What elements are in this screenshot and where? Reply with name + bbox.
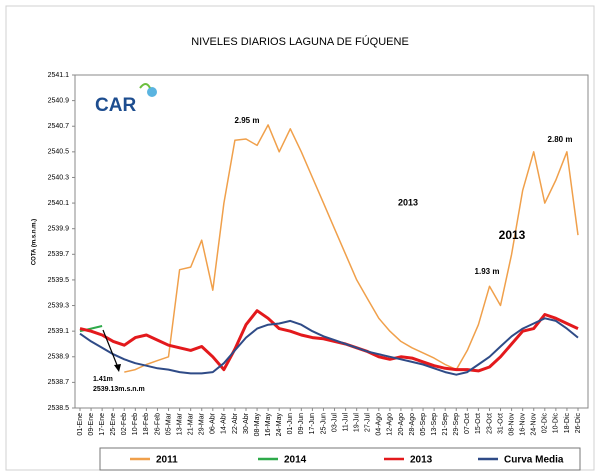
x-tick-label: 29-Sep bbox=[453, 413, 460, 436]
y-tick-label: 2538.9 bbox=[48, 354, 70, 361]
x-tick-label: 11-Jul bbox=[342, 413, 349, 432]
y-tick-label: 2540.3 bbox=[48, 174, 70, 181]
x-tick-label: 25-Jun bbox=[320, 413, 327, 435]
logo: CAR bbox=[95, 83, 157, 116]
x-tick-label: 18-Dic bbox=[564, 413, 571, 434]
x-tick-label: 25-Ene bbox=[110, 413, 117, 436]
x-tick-label: 02-Feb bbox=[121, 413, 128, 435]
legend-box bbox=[99, 447, 581, 471]
x-tick-label: 13-Sep bbox=[431, 413, 438, 436]
x-tick-label: 08-May bbox=[254, 413, 261, 437]
chart-title: NIVELES DIARIOS LAGUNA DE FÚQUENE bbox=[191, 35, 409, 48]
arrow-head bbox=[114, 364, 121, 372]
x-tick-label: 09-Ene bbox=[88, 413, 95, 436]
annotation: 2.80 m bbox=[548, 135, 573, 144]
logo-drop bbox=[147, 87, 157, 97]
x-tick-label: 06-Abr bbox=[210, 412, 217, 434]
x-tick-label: 26-Feb bbox=[154, 413, 161, 435]
x-tick-label: 07-Oct bbox=[464, 413, 471, 434]
x-tick-label: 26-Dic bbox=[575, 413, 582, 434]
x-tick-label: 10-Dic bbox=[553, 413, 560, 434]
y-axis-label: COTA (m.s.n.m.) bbox=[32, 219, 38, 265]
x-tick-label: 17-Jun bbox=[309, 413, 316, 435]
x-tick-label: 13-Mar bbox=[176, 412, 183, 435]
legend-label: 2011 bbox=[156, 455, 178, 466]
y-tick-label: 2539.9 bbox=[48, 226, 70, 233]
logo-leaf bbox=[139, 83, 151, 89]
annotation: 2013 bbox=[499, 228, 526, 242]
x-tick-label: 12-Ago bbox=[387, 413, 394, 436]
x-tick-label: 17-Ene bbox=[99, 413, 106, 436]
legend-label: Curva Media bbox=[504, 455, 564, 466]
x-tick-label: 31-Oct bbox=[497, 413, 504, 434]
series-line bbox=[79, 309, 579, 373]
x-tick-label: 14-Abr bbox=[221, 412, 228, 434]
annotation: 1.41m bbox=[93, 376, 113, 383]
x-tick-label: 09-Jun bbox=[298, 413, 305, 435]
y-tick-label: 2540.7 bbox=[48, 123, 70, 130]
y-tick-label: 2539.3 bbox=[48, 302, 70, 309]
annotation: 1.93 m bbox=[475, 267, 500, 276]
x-tick-label: 19-Jul bbox=[354, 413, 361, 433]
x-tick-label: 16-May bbox=[265, 413, 272, 437]
annotation: 2.95 m bbox=[235, 116, 260, 125]
x-tick-label: 24-May bbox=[276, 413, 283, 437]
x-tick-label: 27-Jul bbox=[365, 413, 372, 433]
x-tick-label: 21-Sep bbox=[442, 413, 449, 436]
x-tick-label: 04-Ago bbox=[376, 413, 383, 436]
series-line bbox=[79, 317, 579, 376]
y-tick-label: 2539.1 bbox=[48, 328, 70, 335]
x-tick-label: 29-Mar bbox=[199, 412, 206, 435]
x-tick-label: 08-Nov bbox=[508, 413, 515, 436]
y-tick-label: 2540.1 bbox=[48, 200, 70, 207]
x-tick-label: 28-Ago bbox=[409, 413, 416, 436]
x-tick-label: 03-Jul bbox=[331, 413, 338, 433]
x-tick-label: 15-Oct bbox=[475, 413, 482, 434]
x-tick-label: 10-Feb bbox=[132, 413, 139, 435]
y-tick-label: 2538.7 bbox=[48, 379, 70, 386]
y-tick-label: 2539.7 bbox=[48, 251, 70, 258]
chart-frame bbox=[5, 5, 595, 471]
x-tick-label: 01-Jun bbox=[287, 413, 294, 435]
series-line bbox=[124, 124, 579, 373]
x-tick-label: 02-Dic bbox=[542, 413, 549, 434]
x-tick-label: 18-Feb bbox=[143, 413, 150, 435]
x-tick-label: 05-Sep bbox=[420, 413, 427, 436]
y-tick-label: 2538.5 bbox=[48, 405, 70, 412]
plot-area bbox=[74, 74, 589, 409]
x-tick-label: 30-Abr bbox=[243, 412, 250, 434]
x-tick-label: 01-Ene bbox=[77, 413, 84, 436]
annotation: 2013 bbox=[398, 197, 418, 207]
legend-label: 2014 bbox=[284, 455, 307, 466]
x-tick-label: 24-Nov bbox=[531, 413, 538, 436]
x-tick-label: 20-Ago bbox=[398, 413, 405, 436]
y-tick-label: 2540.5 bbox=[48, 149, 70, 156]
y-tick-label: 2540.9 bbox=[48, 97, 70, 104]
legend-label: 2013 bbox=[410, 455, 433, 466]
annotation: 2539.13m.s.n.m bbox=[93, 386, 145, 393]
logo-text: CAR bbox=[95, 95, 136, 116]
x-tick-label: 23-Oct bbox=[486, 413, 493, 434]
x-tick-label: 16-Nov bbox=[520, 413, 527, 436]
y-tick-label: 2539.5 bbox=[48, 277, 70, 284]
annotation-arrow bbox=[102, 329, 120, 371]
x-tick-label: 22-Abr bbox=[232, 412, 239, 434]
x-tick-label: 05-Mar bbox=[165, 412, 172, 435]
y-tick-label: 2541.1 bbox=[48, 72, 70, 79]
x-tick-label: 21-Mar bbox=[188, 412, 195, 435]
